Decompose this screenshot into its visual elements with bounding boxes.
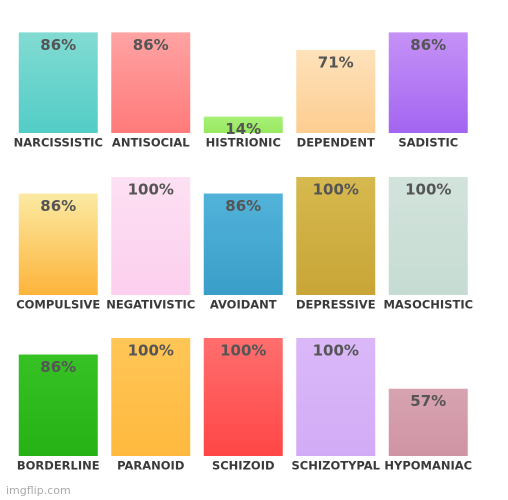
bar [296,177,376,295]
x-tick-label: AVOIDANT [210,298,277,312]
bar [388,32,468,133]
value-label: 86% [133,36,169,54]
value-label: 71% [318,53,354,71]
x-tick-label: SADISTIC [398,136,458,150]
value-label: 100% [220,342,266,360]
value-label: 86% [225,197,261,215]
x-tick-label: COMPULSIVE [16,298,100,312]
value-label: 86% [40,358,76,376]
bar [388,388,468,456]
bar [111,32,191,133]
x-tick-label: DEPENDENT [297,136,375,150]
bar [18,354,98,456]
bar [296,338,376,456]
x-tick-label: PARANOID [117,459,184,473]
bar [388,177,468,295]
value-label: 100% [313,342,359,360]
value-label: 14% [225,120,261,138]
value-label: 100% [128,181,174,199]
x-tick-label: BORDERLINE [17,459,100,473]
x-tick-label: DEPRESSIVE [296,298,376,312]
bar [111,177,191,295]
bar [203,193,283,295]
bar [203,338,283,456]
value-label: 100% [405,181,451,199]
x-tick-label: SCHIZOTYPAL [291,459,380,473]
value-label: 86% [40,36,76,54]
x-tick-label: SCHIZOID [212,459,275,473]
value-label: 86% [40,197,76,215]
x-tick-label: MASOCHISTIC [383,298,473,312]
x-tick-label: NEGATIVISTIC [106,298,195,312]
bar [296,49,376,133]
x-tick-label: HYPOMANIAC [384,459,472,473]
value-label: 100% [128,342,174,360]
x-tick-label: NARCISSISTIC [14,136,103,150]
value-label: 86% [410,36,446,54]
x-tick-label: ANTISOCIAL [112,136,190,150]
bar [18,193,98,295]
value-label: 57% [410,392,446,410]
bar [111,338,191,456]
watermark: imgflip.com [6,484,71,497]
value-label: 100% [313,181,359,199]
x-tick-label: HISTRIONIC [206,136,281,150]
bar [203,116,283,133]
bar [18,32,98,133]
